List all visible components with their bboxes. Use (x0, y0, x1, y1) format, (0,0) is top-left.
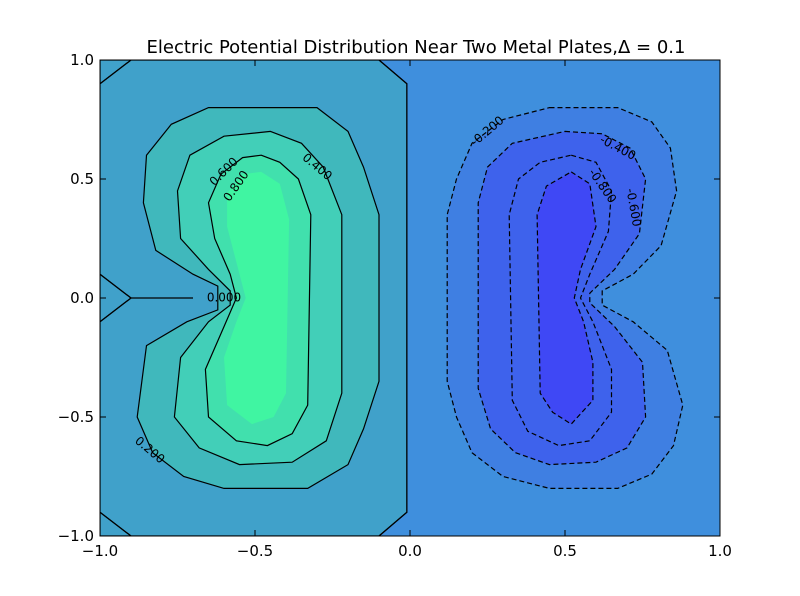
contour-line-0.6-7 (173, 130, 343, 466)
contour-fill-0.9-0 (224, 171, 290, 425)
contour-line-neg0.4-11 (477, 130, 647, 466)
x-axis-ticks: −1.0 −0.5 0.0 0.5 1.0 (82, 60, 732, 560)
contour-line-0.8-8 (204, 154, 312, 447)
contour-line-0.2-5 (100, 60, 408, 536)
contour-label-0: 0.000 (207, 291, 241, 305)
x-tick-label-4: 1.0 (708, 542, 732, 560)
y-tick-label-0: −1.0 (58, 527, 94, 545)
contour-line-neg0.8-13 (536, 171, 597, 425)
contour-line-neg0.6-12 (508, 154, 613, 447)
x-tick-label-3: 0.5 (553, 542, 577, 560)
contour-fills (100, 60, 720, 536)
x-tick-label-2: 0.0 (398, 542, 422, 560)
contour-label-7: -0.600 (623, 187, 644, 228)
y-axis-ticks: −1.0 −0.5 0.0 0.5 1.0 (58, 51, 720, 545)
x-tick-label-1: −0.5 (237, 542, 273, 560)
y-tick-label-1: −0.5 (58, 408, 94, 426)
contour-fill-neg0.8-0 (537, 171, 596, 425)
contour-line-neg0.2-10 (446, 106, 684, 489)
contour-line-0.4-6 (136, 106, 380, 489)
y-tick-label-2: 0.0 (70, 289, 94, 307)
y-tick-label-3: 0.5 (70, 170, 94, 188)
contour-lines (100, 60, 684, 536)
x-tick-label-0: −1.0 (82, 542, 118, 560)
contour-fill-0-0 (100, 274, 131, 322)
chart-title: Electric Potential Distribution Near Two… (147, 37, 686, 58)
y-tick-label-4: 1.0 (70, 51, 94, 69)
